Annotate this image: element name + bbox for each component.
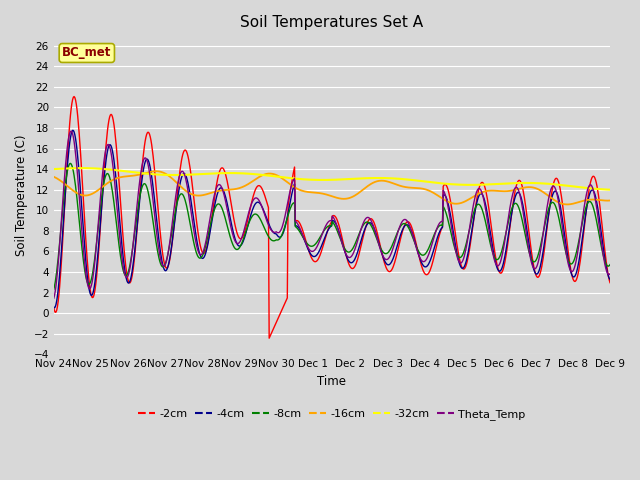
-16cm xyxy=(390,181,397,187)
Title: Soil Temperatures Set A: Soil Temperatures Set A xyxy=(241,15,424,30)
-2cm xyxy=(268,330,275,336)
Theta_Temp xyxy=(246,206,253,212)
-2cm xyxy=(50,305,58,311)
-32cm xyxy=(246,171,253,177)
-16cm xyxy=(563,202,571,207)
Theta_Temp xyxy=(67,128,75,134)
-8cm xyxy=(116,248,124,254)
-16cm xyxy=(267,171,275,177)
-4cm xyxy=(422,264,429,270)
-4cm xyxy=(51,305,58,311)
-4cm xyxy=(606,276,614,282)
-32cm xyxy=(606,187,614,192)
Theta_Temp xyxy=(606,271,614,277)
-8cm xyxy=(50,287,58,292)
-16cm xyxy=(152,168,160,174)
-32cm xyxy=(218,170,226,176)
-8cm xyxy=(421,251,429,257)
-2cm xyxy=(116,189,124,195)
Theta_Temp xyxy=(390,242,397,248)
-16cm xyxy=(218,188,226,193)
-2cm xyxy=(70,94,78,99)
-2cm xyxy=(218,165,226,171)
-4cm xyxy=(246,214,254,220)
-16cm xyxy=(115,175,123,180)
-4cm xyxy=(268,227,275,232)
-4cm xyxy=(50,304,58,310)
-2cm xyxy=(422,272,429,277)
-2cm xyxy=(606,280,614,286)
-8cm xyxy=(606,262,614,267)
Theta_Temp xyxy=(50,295,58,301)
Theta_Temp xyxy=(218,185,226,191)
Legend: -2cm, -4cm, -8cm, -16cm, -32cm, Theta_Temp: -2cm, -4cm, -8cm, -16cm, -32cm, Theta_Te… xyxy=(134,405,530,424)
Line: -2cm: -2cm xyxy=(54,96,610,338)
-16cm xyxy=(50,174,58,180)
Theta_Temp xyxy=(267,227,275,232)
-8cm xyxy=(246,218,253,224)
-4cm xyxy=(219,186,227,192)
-8cm xyxy=(267,236,275,242)
Line: -32cm: -32cm xyxy=(54,168,610,190)
-8cm xyxy=(218,205,226,211)
Theta_Temp xyxy=(421,258,429,264)
-32cm xyxy=(77,165,85,171)
-16cm xyxy=(606,198,614,204)
Text: BC_met: BC_met xyxy=(62,47,111,60)
-16cm xyxy=(421,186,429,192)
-16cm xyxy=(246,180,253,186)
-32cm xyxy=(267,173,275,179)
Line: Theta_Temp: Theta_Temp xyxy=(54,131,610,298)
-2cm xyxy=(266,336,273,341)
-8cm xyxy=(390,239,397,244)
Y-axis label: Soil Temperature (C): Soil Temperature (C) xyxy=(15,134,28,255)
Theta_Temp xyxy=(116,235,124,241)
Line: -16cm: -16cm xyxy=(54,171,610,204)
-32cm xyxy=(50,166,58,172)
Line: -4cm: -4cm xyxy=(54,131,610,308)
-32cm xyxy=(116,168,124,173)
Line: -8cm: -8cm xyxy=(54,163,610,289)
-4cm xyxy=(391,252,399,257)
-32cm xyxy=(421,179,429,184)
X-axis label: Time: Time xyxy=(317,375,346,388)
-4cm xyxy=(69,128,77,133)
-2cm xyxy=(391,260,399,265)
-32cm xyxy=(390,176,397,181)
-8cm xyxy=(67,160,74,166)
-4cm xyxy=(116,227,124,233)
-2cm xyxy=(246,209,253,215)
